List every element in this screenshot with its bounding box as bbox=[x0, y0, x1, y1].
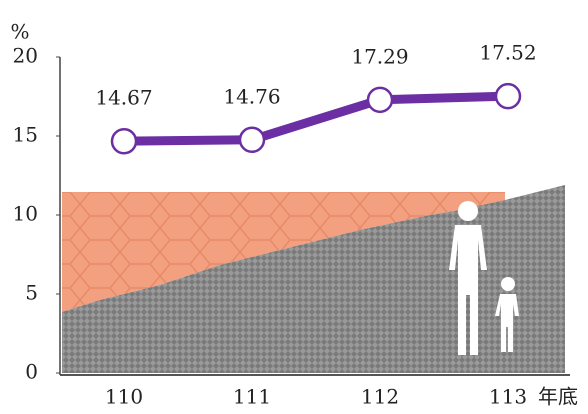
data-label: 14.76 bbox=[223, 84, 280, 108]
point bbox=[110, 127, 138, 155]
data-label: 14.67 bbox=[95, 86, 152, 110]
point bbox=[494, 82, 522, 110]
data-label: 17.29 bbox=[351, 44, 408, 68]
y-tick-label: 10 bbox=[13, 202, 38, 226]
x-tick-label: 110 bbox=[105, 385, 143, 409]
data-label: 17.52 bbox=[479, 41, 536, 65]
x-tick-label: 112 bbox=[361, 385, 399, 409]
y-tick-label: 20 bbox=[13, 44, 38, 68]
line bbox=[123, 91, 509, 146]
y-axis-label: % bbox=[10, 20, 29, 44]
x-tick-label: 111 bbox=[233, 385, 271, 409]
x-tick-label: 113 bbox=[489, 385, 527, 409]
point bbox=[238, 126, 266, 154]
y-tick-label: 5 bbox=[25, 281, 38, 305]
decoration bbox=[62, 185, 565, 373]
x-axis-label: 年底 bbox=[538, 385, 578, 409]
y-tick-label: 0 bbox=[25, 360, 38, 384]
y-tick-label: 15 bbox=[13, 123, 38, 147]
point bbox=[366, 86, 394, 114]
